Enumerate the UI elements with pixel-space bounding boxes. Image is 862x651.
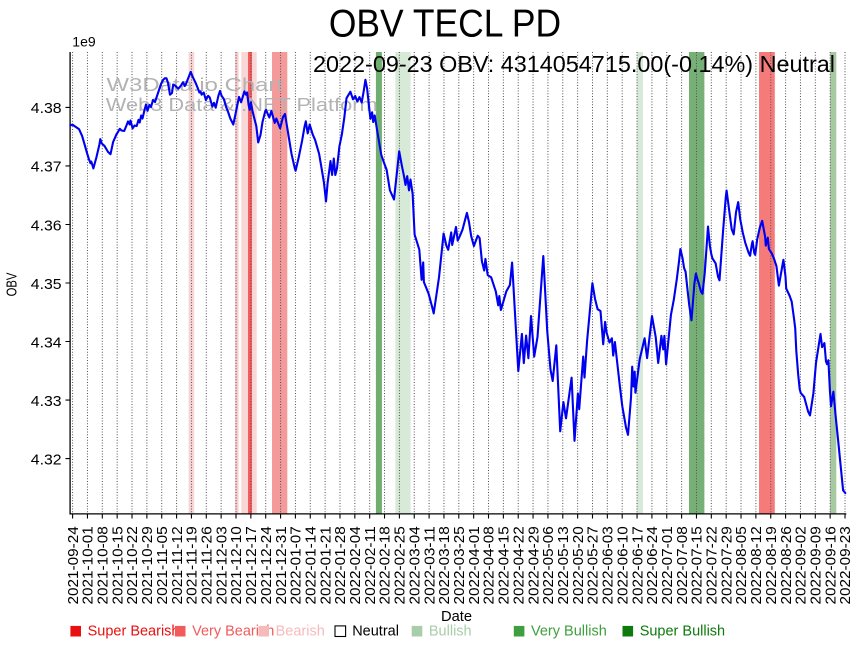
svg-text:OBV: OBV	[4, 272, 20, 296]
svg-text:2021-10-01: 2021-10-01	[81, 526, 97, 604]
svg-text:2021-12-24: 2021-12-24	[259, 526, 275, 604]
svg-text:Web3 Data & .NET Platform: Web3 Data & .NET Platform	[106, 94, 378, 115]
svg-text:2022-08-19: 2022-08-19	[764, 526, 780, 604]
svg-text:2022-01-28: 2022-01-28	[333, 526, 349, 604]
svg-text:2022-09-23: 2022-09-23	[838, 526, 854, 604]
svg-text:2021-12-31: 2021-12-31	[274, 526, 290, 604]
svg-text:2022-07-15: 2022-07-15	[690, 526, 706, 604]
svg-text:Neutral: Neutral	[352, 623, 399, 639]
svg-text:2022-09-02: 2022-09-02	[794, 526, 810, 604]
svg-text:2022-07-22: 2022-07-22	[705, 526, 721, 604]
svg-text:2022-03-18: 2022-03-18	[437, 526, 453, 604]
svg-text:2022-06-03: 2022-06-03	[601, 526, 617, 604]
svg-text:2022-01-07: 2022-01-07	[289, 526, 305, 604]
svg-text:2022-05-13: 2022-05-13	[556, 526, 572, 604]
svg-text:2022-02-18: 2022-02-18	[378, 526, 394, 604]
svg-text:4.36: 4.36	[31, 218, 62, 234]
svg-text:4.34: 4.34	[31, 335, 62, 351]
svg-text:2022-08-12: 2022-08-12	[749, 526, 765, 604]
svg-text:2021-10-22: 2021-10-22	[125, 526, 141, 604]
svg-text:4.32: 4.32	[31, 452, 62, 468]
svg-text:2021-10-15: 2021-10-15	[110, 526, 126, 604]
svg-text:4.33: 4.33	[31, 394, 62, 410]
svg-text:2021-11-12: 2021-11-12	[170, 526, 186, 604]
svg-text:OBV TECL PD: OBV TECL PD	[329, 3, 561, 46]
svg-text:Very Bullish: Very Bullish	[531, 623, 607, 639]
svg-text:2022-02-04: 2022-02-04	[348, 526, 364, 604]
svg-text:2021-11-05: 2021-11-05	[155, 526, 171, 604]
svg-text:2022-07-29: 2022-07-29	[719, 526, 735, 604]
svg-text:2021-11-19: 2021-11-19	[185, 526, 201, 604]
svg-text:2022-08-05: 2022-08-05	[734, 526, 750, 604]
svg-text:2022-03-25: 2022-03-25	[452, 526, 468, 604]
svg-text:2022-09-09: 2022-09-09	[809, 526, 825, 604]
svg-text:Bullish: Bullish	[429, 623, 472, 639]
svg-text:2022-06-10: 2022-06-10	[615, 526, 631, 604]
svg-text:Super Bullish: Super Bullish	[640, 623, 725, 639]
svg-text:Bearish: Bearish	[276, 623, 325, 639]
svg-text:2022-02-25: 2022-02-25	[393, 526, 409, 604]
svg-text:2022-08-26: 2022-08-26	[779, 526, 795, 604]
svg-text:2022-04-08: 2022-04-08	[482, 526, 498, 604]
svg-text:Date: Date	[441, 609, 472, 625]
svg-text:4.35: 4.35	[31, 277, 62, 293]
svg-text:2022-05-20: 2022-05-20	[571, 526, 587, 604]
svg-text:2021-12-17: 2021-12-17	[244, 526, 260, 604]
svg-text:2022-01-14: 2022-01-14	[303, 526, 319, 604]
svg-text:2021-10-08: 2021-10-08	[96, 526, 112, 604]
svg-text:Very Bearish: Very Bearish	[192, 623, 274, 639]
svg-text:2022-05-06: 2022-05-06	[541, 526, 557, 604]
svg-text:2022-03-11: 2022-03-11	[422, 526, 438, 604]
svg-text:2022-07-01: 2022-07-01	[660, 526, 676, 604]
svg-text:2022-09-23 OBV: 4314054715.00(: 2022-09-23 OBV: 4314054715.00(-0.14%) Ne…	[313, 51, 835, 77]
svg-text:2022-01-21: 2022-01-21	[318, 526, 334, 604]
svg-text:2022-04-01: 2022-04-01	[467, 526, 483, 604]
svg-text:2022-07-08: 2022-07-08	[675, 526, 691, 604]
svg-text:2022-04-22: 2022-04-22	[511, 526, 527, 604]
svg-text:2022-09-16: 2022-09-16	[823, 526, 839, 604]
svg-text:2021-10-29: 2021-10-29	[140, 526, 156, 604]
svg-text:2021-11-26: 2021-11-26	[199, 526, 215, 604]
svg-text:2022-02-11: 2022-02-11	[363, 526, 379, 604]
svg-text:2021-09-24: 2021-09-24	[66, 526, 82, 604]
svg-text:2022-06-17: 2022-06-17	[630, 526, 646, 604]
svg-text:2021-12-03: 2021-12-03	[214, 526, 230, 604]
svg-text:2021-12-10: 2021-12-10	[229, 526, 245, 604]
svg-text:2022-06-24: 2022-06-24	[645, 526, 661, 604]
svg-text:Super Bearish: Super Bearish	[88, 623, 180, 639]
svg-text:2022-05-27: 2022-05-27	[586, 526, 602, 604]
svg-text:1e9: 1e9	[72, 34, 96, 50]
svg-text:4.37: 4.37	[31, 160, 62, 176]
svg-text:2022-04-15: 2022-04-15	[497, 526, 513, 604]
svg-text:4.38: 4.38	[31, 101, 62, 117]
svg-text:2022-04-29: 2022-04-29	[526, 526, 542, 604]
svg-text:2022-03-04: 2022-03-04	[407, 526, 423, 604]
